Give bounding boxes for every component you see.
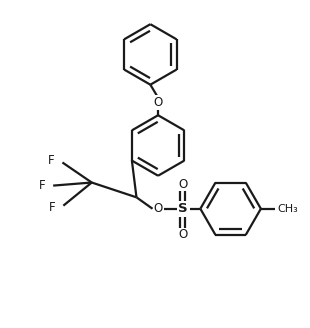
Text: F: F xyxy=(49,201,55,214)
Text: F: F xyxy=(48,154,55,167)
Text: CH₃: CH₃ xyxy=(278,204,299,214)
Text: O: O xyxy=(153,96,163,109)
Text: O: O xyxy=(153,202,163,215)
Text: F: F xyxy=(39,179,46,192)
Text: S: S xyxy=(178,202,188,215)
Text: O: O xyxy=(178,177,188,191)
Text: O: O xyxy=(178,229,188,241)
